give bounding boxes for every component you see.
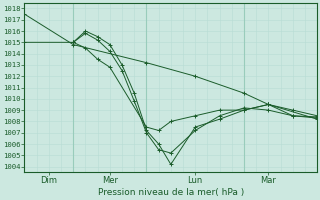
X-axis label: Pression niveau de la mer( hPa ): Pression niveau de la mer( hPa ) xyxy=(98,188,244,197)
